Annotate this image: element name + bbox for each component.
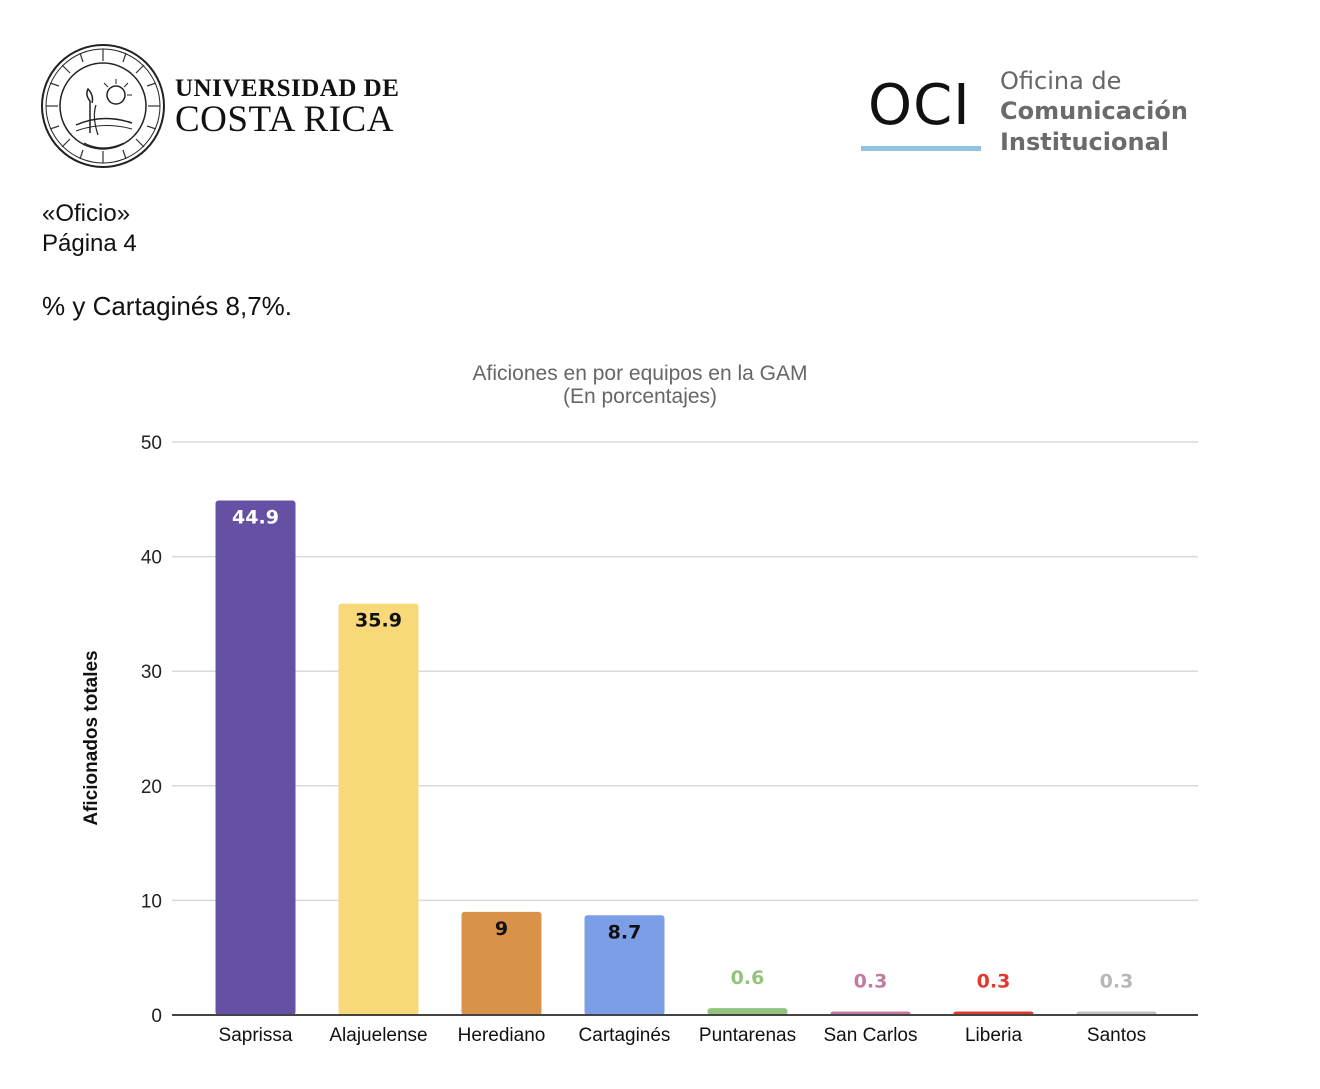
university-name-line1: UNIVERSIDAD DE [175, 75, 400, 102]
x-tick-label: San Carlos [824, 1025, 918, 1046]
chart-title: Aficiones en por equipos en la GAM [472, 362, 807, 385]
data-label: 0.3 [1100, 971, 1134, 993]
body-text: % y Cartaginés 8,7%. [42, 291, 293, 321]
bar [338, 603, 419, 1015]
data-label: 35.9 [355, 610, 402, 632]
chart-subtitle: (En porcentajes) [563, 385, 717, 408]
y-axis-label: Aficionados totales [81, 650, 102, 825]
bar [461, 911, 542, 1015]
oci-logo-text: OCI [868, 73, 971, 138]
bar [707, 1008, 788, 1015]
x-tick-label: Cartaginés [579, 1025, 671, 1046]
data-label: 0.6 [731, 967, 765, 989]
y-tick-label: 50 [141, 433, 162, 454]
university-name: UNIVERSIDAD DE COSTA RICA [175, 75, 400, 140]
oci-line3: Institucional [1000, 128, 1170, 156]
page-number: Página 4 [42, 230, 137, 257]
data-label: 44.9 [232, 506, 279, 528]
x-tick-label: Saprissa [219, 1025, 293, 1046]
y-tick-label: 30 [141, 662, 162, 683]
x-tick-label: Liberia [965, 1025, 1022, 1046]
data-label: 8.7 [608, 921, 642, 943]
data-label: 9 [495, 918, 508, 940]
oficio-label: «Oficio» [42, 200, 131, 227]
oci-line2: Comunicación [1000, 97, 1188, 125]
x-tick-label: Herediano [458, 1025, 546, 1046]
y-tick-label: 40 [141, 548, 162, 569]
oci-logo-underline [861, 146, 981, 151]
x-tick-label: Santos [1087, 1025, 1146, 1046]
y-tick-label: 20 [141, 777, 162, 798]
y-tick-label: 0 [151, 1006, 162, 1027]
data-label: 0.3 [854, 971, 888, 993]
y-tick-label: 10 [141, 891, 162, 912]
university-seal-logo [41, 44, 165, 168]
x-tick-label: Alajuelense [329, 1025, 427, 1046]
oci-line1: Oficina de [1000, 67, 1122, 95]
bar [215, 500, 296, 1015]
data-label: 0.3 [977, 971, 1011, 993]
oci-office-name: Oficina de Comunicación Institucional [1000, 66, 1188, 158]
university-name-line2: COSTA RICA [175, 99, 394, 140]
bar [584, 915, 665, 1015]
x-tick-label: Puntarenas [699, 1025, 796, 1046]
